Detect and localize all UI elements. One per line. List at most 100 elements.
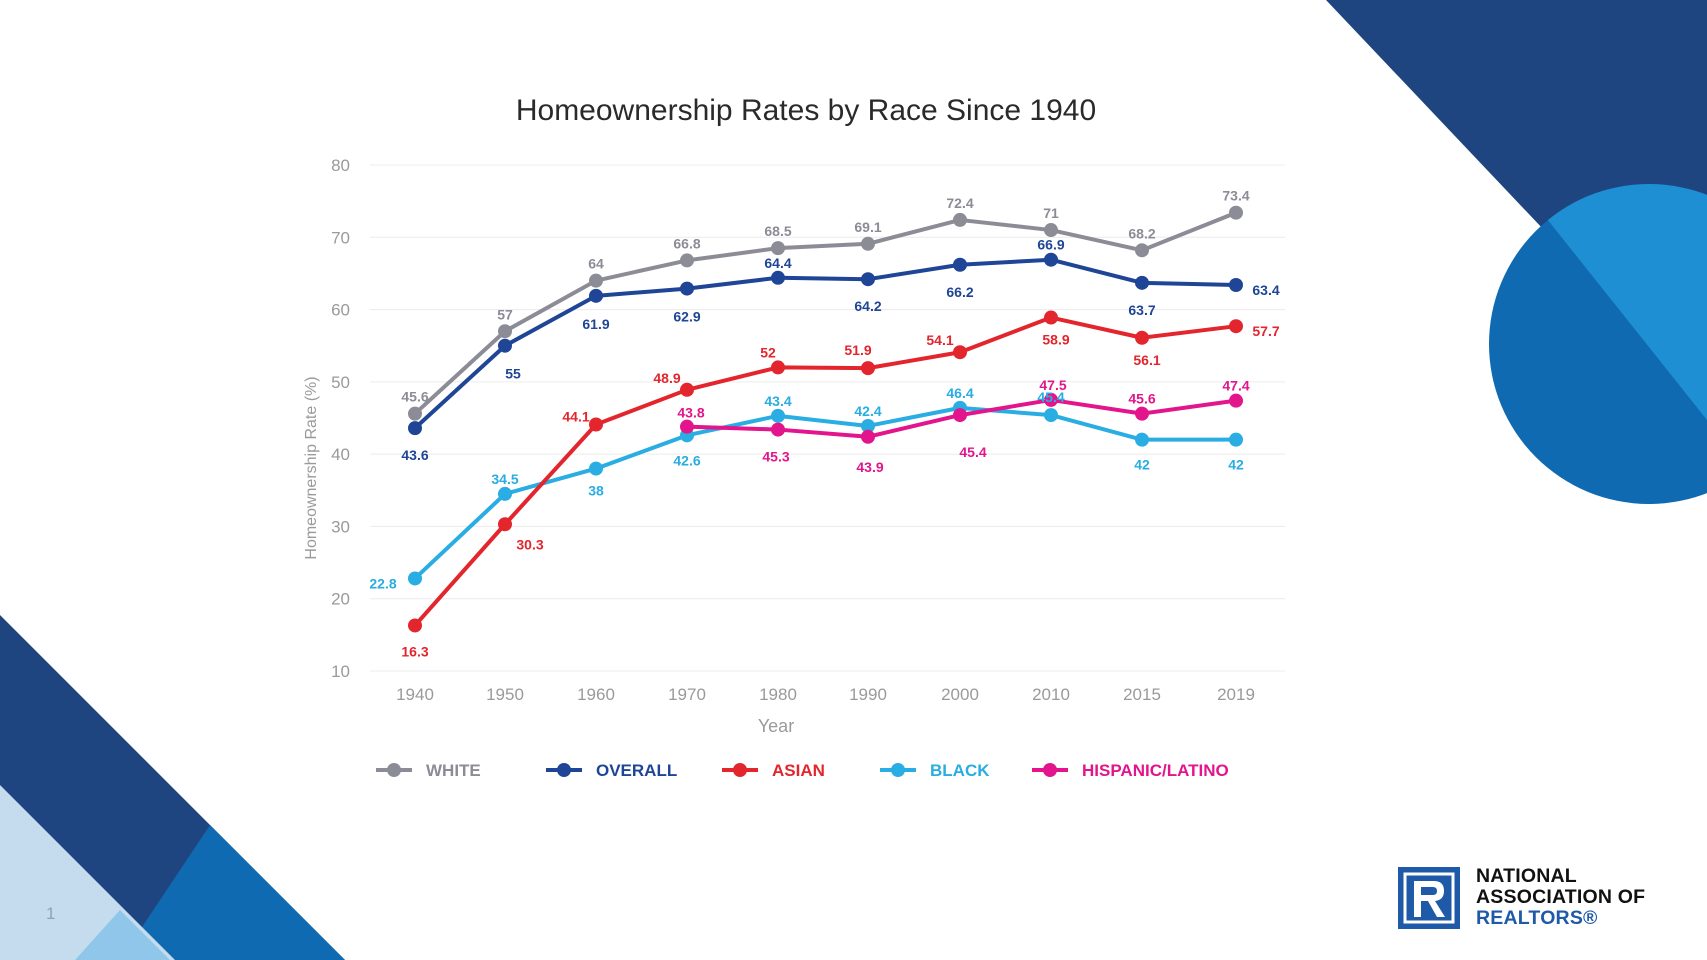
data-point — [1044, 252, 1058, 267]
data-point — [771, 360, 785, 375]
legend-item: WHITE — [376, 761, 481, 780]
data-label: 72.4 — [946, 195, 973, 211]
x-tick-label: 1950 — [486, 685, 524, 704]
data-point — [953, 257, 967, 272]
series-line — [413, 405, 1236, 580]
data-point — [680, 253, 694, 268]
data-label: 69.1 — [854, 219, 881, 235]
data-label: 22.8 — [369, 575, 396, 591]
corner-shape-bottom-left-sky — [75, 910, 170, 960]
data-point — [1044, 392, 1058, 407]
series-hispanic-latino — [680, 392, 1243, 444]
data-point — [498, 517, 512, 532]
data-point — [953, 345, 967, 360]
data-label: 64.2 — [854, 298, 881, 314]
chart-title: Homeownership Rates by Race Since 1940 — [516, 94, 1096, 127]
data-point — [680, 382, 694, 397]
nar-logo: NATIONAL ASSOCIATION OF REALTORS® — [1398, 864, 1688, 932]
data-point — [1229, 277, 1243, 292]
data-label: 42.4 — [854, 403, 881, 419]
data-label: 68.5 — [764, 223, 791, 239]
data-label: 64 — [588, 256, 604, 272]
series-white — [408, 205, 1243, 421]
data-label: 57 — [497, 306, 513, 322]
logo-line-3: REALTORS® — [1476, 907, 1598, 929]
data-label: 71 — [1043, 205, 1059, 221]
data-point — [408, 406, 422, 421]
legend-swatch-dot — [387, 763, 401, 777]
data-point — [861, 236, 875, 251]
data-label: 52 — [760, 344, 776, 360]
series-line — [413, 257, 1237, 430]
legend-swatch-dot — [733, 763, 747, 777]
x-tick-label: 2015 — [1123, 685, 1161, 704]
data-point — [861, 418, 875, 433]
data-label: 45.4 — [959, 444, 986, 460]
series-lines — [408, 205, 1243, 633]
data-point — [1044, 408, 1058, 423]
legend: WHITE OVERALL ASIAN BLACK HISPANIC/LATINO — [376, 761, 1229, 780]
series-black — [408, 400, 1243, 586]
data-point — [771, 270, 785, 285]
legend-label: WHITE — [426, 761, 481, 780]
y-axis-ticks: 10 20 30 40 50 60 70 80 — [331, 156, 350, 681]
data-label: 68.2 — [1128, 225, 1155, 241]
y-tick-label: 60 — [331, 301, 350, 320]
data-labels: 22.8 34.5 38 42.6 43.4 42.4 46.4 45.4 42 42 16.3 30… — [369, 188, 1279, 660]
x-tick-label: 2000 — [941, 685, 979, 704]
data-label: 73.4 — [1222, 188, 1249, 204]
data-point — [680, 419, 694, 434]
data-point — [1135, 330, 1149, 345]
legend-label: HISPANIC/LATINO — [1082, 761, 1229, 780]
data-label: 66.9 — [1037, 237, 1064, 253]
data-point — [589, 461, 603, 476]
y-tick-label: 70 — [331, 228, 350, 247]
y-tick-label: 30 — [331, 517, 350, 536]
data-point — [408, 571, 422, 586]
y-tick-label: 10 — [331, 662, 350, 681]
data-label: 43.9 — [856, 459, 883, 475]
data-point — [1229, 205, 1243, 220]
data-label: 55 — [505, 366, 521, 382]
data-point — [589, 273, 603, 288]
data-label: 43.6 — [401, 447, 428, 463]
y-tick-label: 20 — [331, 590, 350, 609]
data-point — [953, 212, 967, 227]
data-point — [861, 361, 875, 376]
data-label: 63.4 — [1252, 282, 1279, 298]
x-axis-label: Year — [758, 716, 794, 736]
data-point — [1229, 432, 1243, 447]
data-point — [953, 408, 967, 423]
data-point — [498, 338, 512, 353]
data-label: 46.4 — [946, 385, 973, 401]
data-label: 58.9 — [1042, 332, 1069, 348]
logo-line-1: NATIONAL — [1476, 865, 1577, 887]
y-axis-label: Homeownership Rate (%) — [303, 376, 320, 559]
data-point — [408, 618, 422, 633]
corner-shape-bottom-left-mid — [120, 825, 345, 960]
data-point — [1135, 432, 1149, 447]
data-label: 38 — [588, 483, 604, 499]
series-overall — [408, 252, 1243, 436]
logo-text: NATIONAL ASSOCIATION OF REALTORS® — [1476, 866, 1696, 929]
data-label: 44.1 — [562, 409, 589, 425]
data-point — [861, 429, 875, 444]
data-point — [1229, 393, 1243, 408]
legend-label: BLACK — [930, 761, 990, 780]
data-point — [680, 281, 694, 296]
data-label: 51.9 — [844, 342, 871, 358]
x-tick-label: 1980 — [759, 685, 797, 704]
data-label: 16.3 — [401, 643, 428, 659]
x-tick-label: 2010 — [1032, 685, 1070, 704]
series-asian — [408, 310, 1243, 633]
data-label: 30.3 — [516, 536, 543, 552]
data-point — [771, 422, 785, 437]
legend-swatch-dot — [557, 763, 571, 777]
realtor-r-logo-mark — [1398, 867, 1460, 929]
data-point — [771, 241, 785, 256]
data-point — [589, 417, 603, 432]
data-label: 34.5 — [491, 471, 518, 487]
y-tick-label: 40 — [331, 445, 350, 464]
